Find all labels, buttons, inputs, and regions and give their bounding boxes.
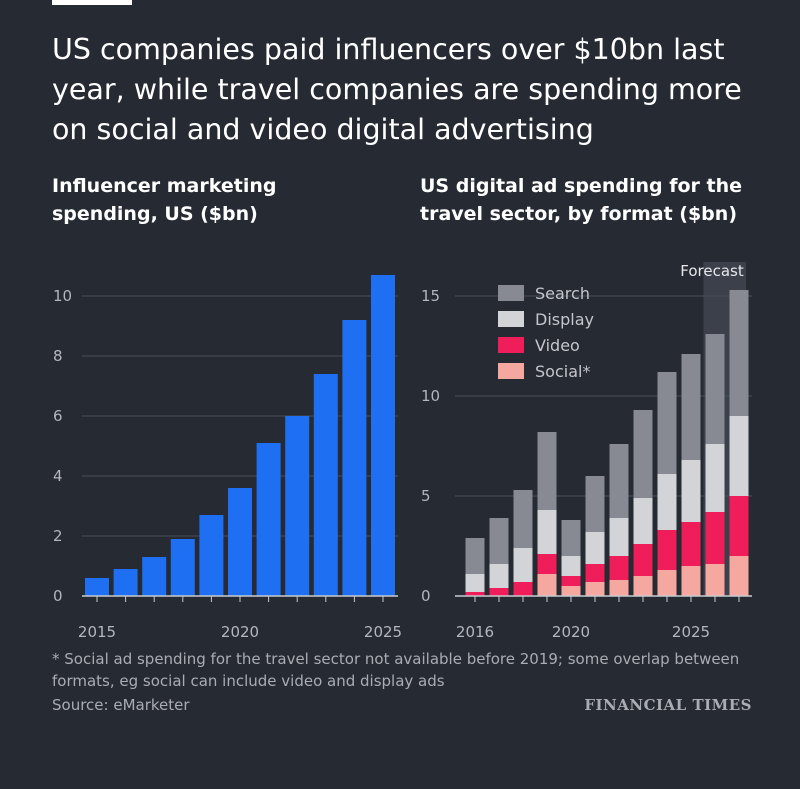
video-segment-2026 <box>705 512 725 564</box>
search-segment-2027 <box>729 290 749 416</box>
social-segment-2020 <box>561 586 581 596</box>
display-segment-2024 <box>657 474 677 530</box>
social-segment-2021 <box>585 582 605 596</box>
right-chart-title: US digital ad spending for the travel se… <box>420 175 742 225</box>
social-segment-2024 <box>657 570 677 596</box>
display-segment-2017 <box>489 564 509 588</box>
influencer-bar-2022 <box>285 416 310 596</box>
left-y-tick-label: 0 <box>53 587 63 605</box>
left-y-tick-label: 4 <box>53 467 63 485</box>
search-segment-2021 <box>585 476 605 532</box>
video-segment-2025 <box>681 522 701 566</box>
influencer-bar-2023 <box>313 374 338 596</box>
display-segment-2018 <box>513 548 533 582</box>
search-segment-2016 <box>465 538 485 574</box>
influencer-bar-2018 <box>170 539 195 596</box>
ft-logo: FINANCIAL TIMES <box>584 696 752 714</box>
display-segment-2026 <box>705 444 725 512</box>
display-segment-2019 <box>537 510 557 554</box>
display-legend-label: Display <box>535 310 594 329</box>
display-segment-2022 <box>609 518 629 556</box>
headline: US companies paid influencers over $10bn… <box>52 33 742 146</box>
right-y-tick-label: 15 <box>421 287 440 305</box>
brand-accent-bar <box>52 0 132 5</box>
display-legend-swatch <box>498 311 524 327</box>
search-segment-2017 <box>489 518 509 564</box>
display-segment-2027 <box>729 416 749 496</box>
influencer-bar-2015 <box>85 578 109 596</box>
search-segment-2020 <box>561 520 581 556</box>
video-segment-2022 <box>609 556 629 580</box>
search-segment-2024 <box>657 372 677 474</box>
footnote: * Social ad spending for the travel sect… <box>52 650 740 690</box>
search-segment-2023 <box>633 410 653 498</box>
video-segment-2016 <box>465 592 485 596</box>
influencer-bar-2019 <box>199 515 224 596</box>
influencer-bar-2017 <box>142 557 167 596</box>
display-segment-2025 <box>681 460 701 522</box>
influencer-bar-2025 <box>371 275 395 596</box>
search-segment-2018 <box>513 490 533 548</box>
search-segment-2019 <box>537 432 557 510</box>
search-segment-2025 <box>681 354 701 460</box>
social-segment-2026 <box>705 564 725 596</box>
influencer-bar-2016 <box>113 569 138 596</box>
forecast-label: Forecast <box>680 262 744 280</box>
video-segment-2019 <box>537 554 557 574</box>
left-x-tick-label: 2025 <box>364 623 402 641</box>
display-segment-2021 <box>585 532 605 564</box>
right-x-tick-label: 2025 <box>672 623 710 641</box>
left-x-tick-label: 2020 <box>221 623 259 641</box>
display-segment-2023 <box>633 498 653 544</box>
left-y-tick-label: 8 <box>53 347 63 365</box>
influencer-bar-2021 <box>256 443 281 596</box>
video-legend-label: Video <box>535 336 580 355</box>
social-segment-2023 <box>633 576 653 596</box>
social-legend-label: Social* <box>535 362 590 381</box>
social-legend-swatch <box>498 363 524 379</box>
influencer-bar-2020 <box>228 488 252 596</box>
video-segment-2018 <box>513 582 533 596</box>
display-segment-2020 <box>561 556 581 576</box>
social-segment-2025 <box>681 566 701 596</box>
video-segment-2017 <box>489 588 509 596</box>
display-segment-2016 <box>465 574 485 592</box>
social-segment-2019 <box>537 574 557 596</box>
left-x-tick-label: 2015 <box>78 623 116 641</box>
video-segment-2021 <box>585 564 605 582</box>
video-segment-2027 <box>729 496 749 556</box>
search-legend-label: Search <box>535 284 590 303</box>
social-segment-2022 <box>609 580 629 596</box>
right-x-tick-label: 2016 <box>456 623 494 641</box>
right-y-tick-label: 10 <box>421 387 440 405</box>
search-legend-swatch <box>498 285 524 301</box>
right-x-tick-label: 2020 <box>552 623 590 641</box>
search-segment-2022 <box>609 444 629 518</box>
left-y-tick-label: 6 <box>53 407 63 425</box>
right-y-tick-label: 5 <box>421 487 431 505</box>
search-segment-2026 <box>705 334 725 444</box>
left-chart-title: Influencer marketing spending, US ($bn) <box>52 175 277 225</box>
video-segment-2020 <box>561 576 581 586</box>
social-segment-2027 <box>729 556 749 596</box>
influencer-bar-2024 <box>342 320 367 596</box>
video-legend-swatch <box>498 337 524 353</box>
video-segment-2023 <box>633 544 653 576</box>
source-note: Source: eMarketer <box>52 696 190 714</box>
left-y-tick-label: 10 <box>53 287 72 305</box>
right-y-tick-label: 0 <box>421 587 431 605</box>
left-y-tick-label: 2 <box>53 527 63 545</box>
video-segment-2024 <box>657 530 677 570</box>
